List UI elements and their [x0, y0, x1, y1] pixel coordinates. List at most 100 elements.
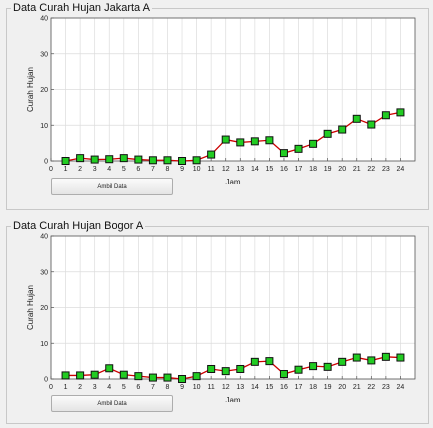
data-point [265, 357, 274, 366]
data-point [163, 373, 172, 382]
data-point [61, 157, 70, 165]
y-tick-label: 0 [44, 377, 48, 384]
ambil-data-button[interactable]: Ambil Data [51, 395, 173, 412]
data-point [105, 155, 114, 164]
x-tick-label: 3 [93, 384, 97, 391]
x-tick-label: 4 [107, 384, 111, 391]
y-axis-label: Curah Hujan [26, 285, 35, 330]
data-point [352, 114, 361, 123]
x-tick-label: 21 [353, 166, 361, 173]
data-point [236, 364, 245, 373]
data-point [105, 364, 114, 373]
data-point [178, 375, 187, 383]
x-tick-label: 13 [236, 384, 244, 391]
data-point [279, 369, 288, 378]
x-tick-label: 1 [64, 384, 68, 391]
panel-bogor: Data Curah Hujan Bogor A 0 1 2 3 4 5 6 7 8 9 10 11 1… [6, 219, 430, 424]
panel-title: Data Curah Hujan Jakarta A [11, 1, 152, 15]
panel-jakarta: Data Curah Hujan Jakarta A 0 1 2 3 4 5 6 7 8 9 10 1… [6, 1, 430, 210]
x-tick-label: 14 [251, 384, 259, 391]
x-tick-label: 4 [107, 166, 111, 173]
panel-title: Data Curah Hujan Bogor A [11, 219, 146, 233]
data-point [338, 357, 347, 366]
x-tick-label: 8 [166, 384, 170, 391]
data-point [76, 154, 85, 163]
y-tick-label: 20 [40, 305, 48, 312]
data-point [323, 362, 332, 371]
data-point [381, 111, 390, 120]
x-tick-label: 23 [382, 166, 390, 173]
data-point [367, 356, 376, 365]
data-point [265, 136, 274, 145]
x-tick-label: 12 [222, 384, 230, 391]
x-tick-label: 0 [49, 384, 53, 391]
data-point [90, 155, 99, 164]
x-tick-label: 17 [295, 384, 303, 391]
x-tick-label: 2 [78, 166, 82, 173]
y-tick-label: 10 [40, 123, 48, 130]
data-point [381, 352, 390, 361]
chart-jakarta: 0 1 2 3 4 5 6 7 8 9 10 11 12 13 14 15 16 17 18 19 20 21 22 23 24… [7, 9, 430, 184]
data-point [221, 367, 230, 376]
x-tick-label: 19 [324, 384, 332, 391]
data-point [178, 157, 187, 165]
data-point [221, 135, 230, 144]
chart-svg: 0 1 2 3 4 5 6 7 8 9 10 11 12 13 14 15 16 17 18 19 20 21 22 23 24… [26, 16, 416, 184]
data-point [338, 125, 347, 134]
x-tick-label: 23 [382, 384, 390, 391]
data-point [250, 137, 259, 146]
x-tick-label: 18 [309, 166, 317, 173]
chart-svg: 0 1 2 3 4 5 6 7 8 9 10 11 12 13 14 15 16 17 18 19 20 21 22 23 24… [26, 234, 416, 402]
y-tick-label: 20 [40, 87, 48, 94]
data-point [294, 365, 303, 374]
x-tick-label: 13 [236, 166, 244, 173]
x-tick-label: 22 [367, 384, 375, 391]
data-point [76, 371, 85, 380]
x-tick-label: 24 [397, 166, 405, 173]
x-tick-label: 20 [338, 384, 346, 391]
y-tick-label: 0 [44, 159, 48, 166]
ambil-data-button[interactable]: Ambil Data [51, 178, 173, 195]
chart-bogor: 0 1 2 3 4 5 6 7 8 9 10 11 12 13 14 15 16 17 18 19 20 21 22 23 24… [7, 227, 430, 402]
x-tick-label: 16 [280, 166, 288, 173]
x-tick-label: 17 [295, 166, 303, 173]
x-tick-label: 15 [266, 384, 274, 391]
data-point [148, 156, 157, 165]
x-tick-label: 14 [251, 166, 259, 173]
data-point [61, 371, 70, 380]
data-point [119, 154, 128, 163]
x-tick-label: 1 [64, 166, 68, 173]
data-point [134, 155, 143, 164]
data-point [119, 370, 128, 379]
y-tick-label: 30 [40, 269, 48, 276]
x-tick-label: 0 [49, 166, 53, 173]
data-point [309, 362, 318, 371]
x-tick-label: 11 [208, 384, 215, 391]
x-axis-label: Jam [225, 396, 240, 402]
x-tick-label: 7 [151, 384, 155, 391]
data-point [163, 156, 172, 165]
x-tick-label: 8 [166, 166, 170, 173]
x-tick-label: 9 [180, 166, 184, 173]
x-tick-label: 22 [367, 166, 375, 173]
x-tick-label: 10 [193, 166, 201, 173]
x-tick-label: 18 [309, 384, 317, 391]
data-point [148, 373, 157, 382]
data-point [294, 144, 303, 153]
data-point [207, 364, 216, 373]
x-tick-label: 6 [136, 384, 140, 391]
data-point [323, 129, 332, 138]
data-point [192, 372, 201, 381]
x-tick-label: 11 [208, 166, 215, 173]
data-point [207, 150, 216, 159]
data-point [279, 149, 288, 158]
x-tick-label: 20 [338, 166, 346, 173]
data-point [90, 370, 99, 379]
x-tick-label: 21 [353, 384, 361, 391]
y-tick-label: 30 [40, 51, 48, 58]
x-tick-label: 10 [193, 384, 201, 391]
data-point [396, 108, 405, 117]
x-axis-label: Jam [225, 178, 240, 184]
data-point [309, 139, 318, 148]
x-tick-label: 6 [136, 166, 140, 173]
